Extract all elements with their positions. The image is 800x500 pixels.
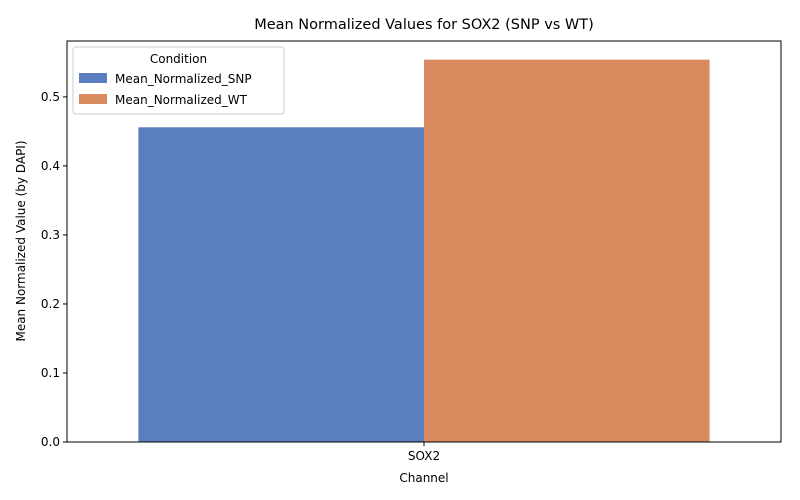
legend-swatch: [79, 73, 107, 83]
x-axis-ticks: SOX2: [408, 442, 440, 463]
y-tick-label: 0.5: [41, 90, 60, 104]
y-tick-label: 0.3: [41, 228, 60, 242]
y-tick-label: 0.1: [41, 366, 60, 380]
plot-area: [138, 59, 710, 443]
legend-box: [72, 46, 285, 115]
x-axis-label: Channel: [399, 471, 448, 485]
y-axis-label: Mean Normalized Value (by DAPI): [14, 140, 28, 341]
x-tick-label: SOX2: [408, 449, 440, 463]
chart-title: Mean Normalized Values for SOX2 (SNP vs …: [254, 17, 594, 33]
legend-entry: Mean_Normalized_SNP: [115, 72, 252, 86]
bar-mean-normalized-wt-sox2: [424, 59, 710, 443]
y-axis-ticks: 0.0 0.1 0.2 0.3 0.4 0.5: [41, 90, 67, 449]
legend-title: Condition: [150, 52, 207, 66]
legend: Condition Mean_Normalized_SNP Mean_Normali…: [72, 46, 285, 115]
bar-mean-normalized-snp-sox2: [138, 127, 424, 442]
y-tick-label: 0.0: [41, 435, 60, 449]
legend-entry: Mean_Normalized_WT: [115, 93, 248, 107]
y-tick-label: 0.2: [41, 297, 60, 311]
legend-swatch: [79, 94, 107, 104]
y-tick-label: 0.4: [41, 159, 60, 173]
